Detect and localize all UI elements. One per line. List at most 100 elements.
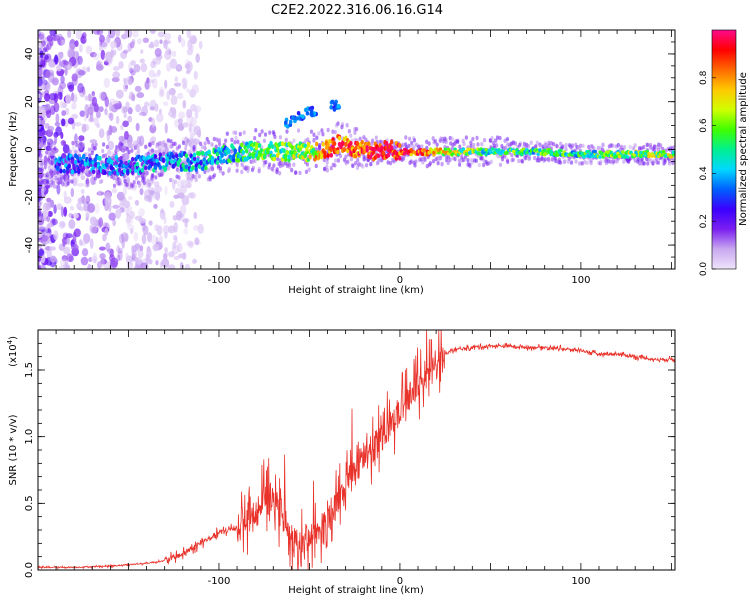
spectrogram-band-cell (561, 144, 565, 149)
spectrogram-ridge-cell (77, 169, 81, 175)
spectrogram-noise-cell (186, 30, 192, 39)
spectrogram-noise-cell (70, 205, 75, 211)
spectrogram-band-cell (81, 142, 86, 147)
spectrogram-ridge-cell (326, 152, 330, 158)
spectrogram-ridge-cell (210, 159, 215, 164)
spectrogram-noise-cell (117, 247, 123, 254)
spectrogram-noise-cell (159, 39, 163, 44)
spectrogram-noise-cell (136, 92, 145, 99)
spectrogram-band-cell (440, 161, 444, 167)
spectrogram-noise-cell (88, 117, 95, 123)
spectrogram-band-cell (184, 160, 188, 166)
spectrogram-band-cell (482, 162, 486, 168)
spectrogram-band-cell (495, 143, 499, 148)
spectrogram-ridge-cell (181, 163, 185, 168)
colorbar-tick-label: 0.2 (699, 214, 709, 228)
spectrogram-band-cell (318, 146, 322, 151)
spectrogram-noise-cell (170, 95, 178, 106)
spectrogram-y-tick-label: -20 (24, 189, 35, 205)
spectrogram-noise-cell (49, 30, 57, 37)
spectrogram-noise-cell (73, 212, 79, 219)
spectrogram-noise-cell (59, 101, 65, 109)
spectrogram-band-cell (476, 142, 480, 147)
spectrogram-noise-cell (115, 115, 120, 125)
spectrogram-noise-cell (92, 252, 97, 262)
spectrogram-ridge-cell (73, 159, 78, 165)
spectrogram-ridge-cell (215, 160, 220, 166)
spectrogram-y-tick-label: 40 (24, 48, 35, 61)
spectrogram-band-cell (564, 142, 568, 148)
spectrogram-ridge-cell (559, 148, 563, 153)
spectrogram-noise-cell (162, 224, 170, 235)
spectrogram-ridge-cell (161, 158, 166, 164)
spectrogram-band-cell (70, 179, 74, 184)
spectrogram-ridge-cell (236, 157, 241, 163)
spectrogram-ridge-cell (170, 159, 174, 164)
spectrogram-ridge-cell (329, 152, 334, 158)
spectrogram-noise-cell (65, 233, 73, 239)
spectrogram-noise-cell (77, 69, 86, 76)
spectrogram-noise-cell (86, 66, 91, 73)
spectrogram-noise-cell (93, 52, 101, 61)
spectrogram-noise-cell (152, 77, 158, 89)
spectrogram-noise-cell (149, 30, 156, 34)
spectrogram-band-cell (280, 162, 285, 168)
spectrogram-noise-cell (106, 55, 113, 63)
spectrogram-band-cell (240, 169, 244, 175)
spectrogram-y-tick-label: 20 (24, 95, 35, 108)
spectrogram-ridge-cell (287, 154, 291, 160)
spectrogram-band-cell (65, 175, 69, 180)
spectrogram-band-cell (44, 161, 48, 167)
snr-y-multiplier-exponent: 4 (6, 339, 14, 344)
spectrogram-band-cell (637, 157, 641, 162)
spectrogram-band-cell (401, 142, 405, 148)
spectrogram-band-cell (386, 160, 390, 165)
spectrogram-noise-cell (138, 111, 147, 117)
spectrogram-noise-cell (124, 130, 129, 140)
spectrogram-noise-cell (44, 225, 49, 233)
spectrogram-ridge-cell (303, 153, 307, 159)
spectrogram-noise-cell (160, 88, 164, 97)
spectrogram-band-cell (147, 182, 152, 187)
spectrogram-band-cell (224, 138, 228, 143)
spectrogram-band-cell (203, 169, 207, 175)
spectrogram-noise-cell (115, 89, 124, 99)
spectrogram-noise-cell (85, 195, 91, 205)
spectrogram-band-cell (510, 152, 514, 158)
spectrogram-ridge-cell (272, 156, 277, 162)
spectrogram-ridge-cell (306, 141, 311, 147)
spectrogram-band-cell (622, 144, 627, 150)
spectrogram-ridge-cell (621, 150, 625, 154)
chart-title: C2E2.2022.316.06.16.G14 (271, 3, 443, 18)
spectrogram-ridge-cell (140, 167, 145, 173)
spectrogram-noise-cell (182, 99, 187, 109)
spectrogram-band-cell (364, 162, 369, 168)
spectrogram-noise-cell (147, 232, 153, 243)
spectrogram-band-cell (188, 171, 192, 176)
spectrogram-band-cell (285, 129, 289, 134)
spectrogram-ridge-cell (328, 138, 332, 144)
spectrogram-band-cell (46, 171, 50, 176)
spectrogram-noise-cell (193, 70, 198, 80)
spectrogram-ridge-cell (308, 154, 312, 160)
spectrogram-band-cell (535, 140, 539, 146)
spectrogram-band-cell (270, 166, 274, 172)
spectrogram-band-cell (59, 172, 64, 178)
spectrogram-band-cell (574, 159, 578, 164)
spectrogram-noise-cell (153, 39, 160, 48)
spectrogram-band-cell (652, 159, 656, 164)
spectrogram-ridge-cell (126, 169, 130, 175)
spectrogram-noise-cell (163, 39, 168, 50)
spectrogram-noise-cell (113, 103, 122, 110)
spectrogram-band-cell (477, 162, 481, 168)
spectrogram-band-cell (474, 158, 478, 163)
spectrogram-band-cell (326, 127, 330, 133)
spectrogram-noise-cell (45, 70, 51, 79)
spectrogram-noise-cell (156, 225, 163, 236)
spectrogram-noise-cell (148, 258, 153, 265)
spectrogram-band-cell (207, 140, 211, 145)
spectrogram-band-cell (480, 141, 484, 147)
spectrogram-band-cell (236, 139, 240, 144)
spectrogram-band-cell (336, 158, 341, 163)
spectrogram-ridge-cell (103, 170, 107, 176)
